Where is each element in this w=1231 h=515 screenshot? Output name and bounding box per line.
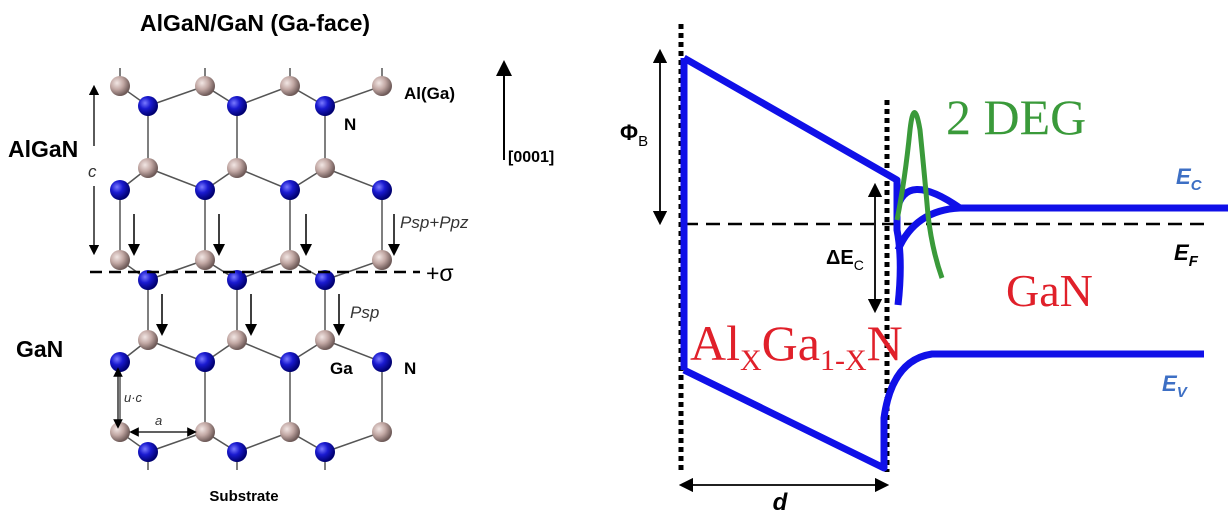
conduction-band-lower: [893, 180, 904, 306]
left-title: AlGaN/GaN (Ga-face): [140, 10, 370, 36]
substrate-label: Substrate: [209, 488, 278, 505]
band-diagram: [652, 24, 1228, 493]
deg-label: 2 DEG: [946, 89, 1086, 145]
ec-label: EC: [1176, 164, 1203, 194]
nitrogen-atoms: [110, 96, 392, 462]
atom-ga-label: Ga: [330, 359, 353, 378]
ef-label: EF: [1174, 240, 1199, 270]
barrier-height-label: ΦB: [620, 120, 648, 150]
band-offset-label: ΔEC: [826, 247, 864, 273]
lattice-bonds: [119, 68, 383, 470]
sheet-charge-label: +σ: [426, 260, 454, 286]
atom-n-top-label: N: [344, 115, 356, 134]
crystal-structure: c u·c a: [88, 60, 512, 470]
layer-bottom-label: GaN: [16, 336, 63, 362]
ev-label: EV: [1162, 371, 1189, 401]
lattice-c-label: c: [88, 162, 97, 181]
valence-band: [682, 350, 1204, 472]
polarization-arrows: [128, 214, 400, 336]
algan-label: AlXGa1-XN: [690, 315, 903, 377]
atom-top-label: Al(Ga): [404, 84, 455, 103]
lattice-uc-label: u·c: [124, 390, 143, 405]
thickness-label: d: [773, 489, 789, 515]
metal-atoms: [110, 76, 392, 442]
lattice-a-label: a: [155, 413, 162, 428]
deg-wavefunction: [894, 110, 945, 279]
layer-top-label: AlGaN: [8, 136, 78, 162]
polarization-bottom-label: Psp: [350, 303, 379, 322]
polarization-top-label: Psp+Ppz: [400, 213, 469, 232]
gan-label: GaN: [1006, 265, 1093, 316]
conduction-band-dip: [894, 204, 961, 252]
atom-n-bottom-label: N: [404, 359, 416, 378]
direction-label: [0001]: [508, 149, 554, 166]
